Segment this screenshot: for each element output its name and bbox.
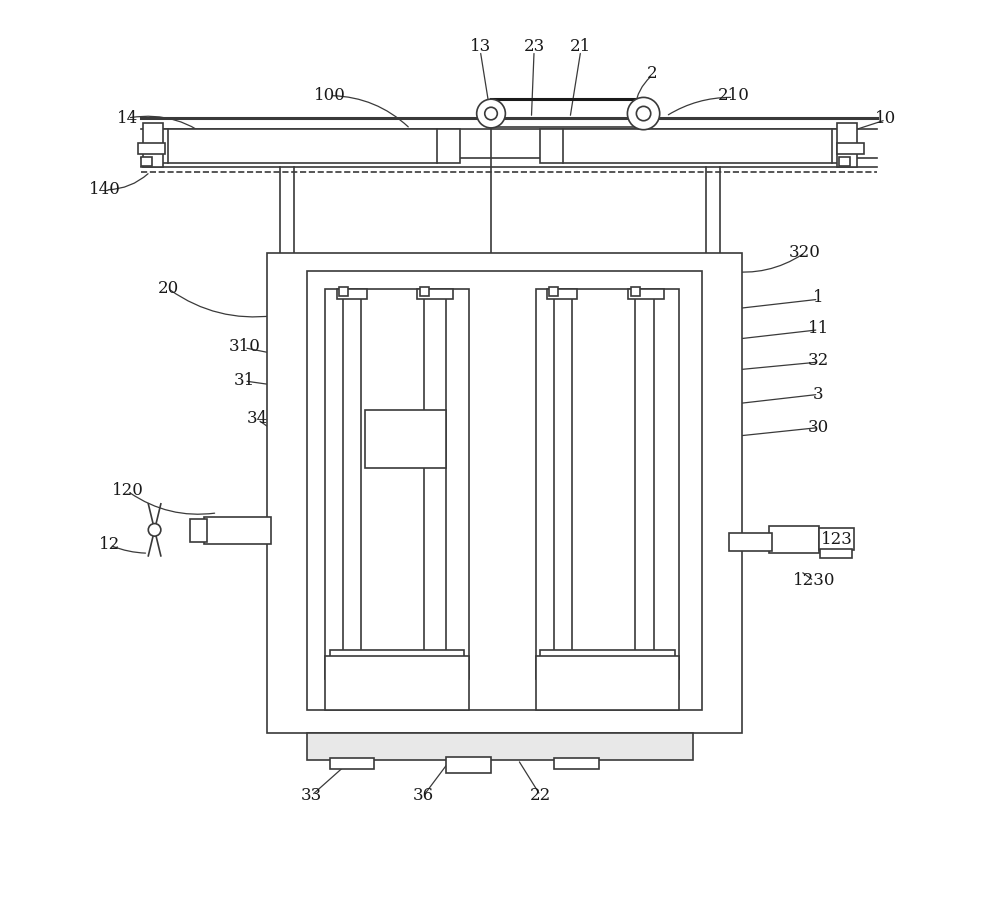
Circle shape: [636, 106, 651, 121]
Bar: [540, 692, 675, 703]
Bar: [820, 549, 852, 558]
Bar: [628, 289, 664, 300]
Text: 32: 32: [808, 352, 829, 369]
Text: 10: 10: [875, 110, 896, 127]
Text: 33: 33: [301, 787, 322, 804]
Text: 120: 120: [112, 482, 144, 499]
Text: 22: 22: [530, 787, 551, 804]
Bar: [330, 650, 464, 672]
Bar: [417, 289, 453, 300]
Bar: [420, 287, 429, 296]
Text: 100: 100: [314, 87, 345, 104]
Circle shape: [477, 99, 505, 128]
Circle shape: [485, 107, 497, 120]
Bar: [339, 287, 348, 296]
Text: 21: 21: [570, 38, 591, 55]
Bar: [307, 733, 693, 760]
Bar: [837, 122, 857, 167]
Text: 310: 310: [228, 338, 260, 356]
Bar: [143, 122, 163, 167]
Circle shape: [148, 524, 161, 536]
Text: 140: 140: [89, 181, 121, 198]
Bar: [334, 672, 388, 692]
Bar: [545, 672, 599, 692]
Text: 320: 320: [789, 244, 821, 261]
Bar: [837, 143, 864, 154]
Text: 31: 31: [234, 372, 255, 389]
Bar: [549, 287, 558, 296]
Text: 1: 1: [813, 289, 824, 306]
Text: 36: 36: [413, 787, 434, 804]
Bar: [632, 113, 655, 120]
Text: 3: 3: [813, 386, 824, 403]
Bar: [204, 518, 271, 544]
Text: 2: 2: [647, 65, 658, 82]
Bar: [190, 519, 207, 542]
Bar: [325, 656, 469, 710]
Bar: [480, 113, 502, 120]
Bar: [608, 672, 661, 692]
Text: 14: 14: [117, 110, 138, 127]
Text: 20: 20: [157, 280, 179, 297]
Text: 1230: 1230: [793, 572, 835, 589]
Bar: [547, 289, 577, 300]
Bar: [540, 650, 675, 672]
Bar: [446, 757, 491, 773]
Bar: [729, 534, 772, 552]
Text: 12: 12: [99, 536, 120, 553]
Bar: [365, 410, 446, 468]
Bar: [631, 287, 640, 296]
Bar: [307, 271, 702, 710]
Bar: [839, 157, 850, 166]
Bar: [554, 758, 599, 769]
Text: 11: 11: [808, 320, 829, 338]
Bar: [267, 253, 742, 733]
Bar: [536, 656, 679, 710]
Bar: [141, 157, 152, 166]
Text: 23: 23: [523, 38, 545, 55]
Text: 123: 123: [821, 531, 852, 548]
Bar: [819, 528, 854, 551]
Text: 210: 210: [717, 87, 749, 104]
Bar: [769, 526, 819, 554]
Bar: [397, 672, 451, 692]
Bar: [330, 758, 374, 769]
Bar: [146, 129, 460, 163]
Bar: [540, 129, 854, 163]
Text: 30: 30: [808, 419, 829, 436]
Bar: [536, 289, 679, 679]
Bar: [330, 692, 464, 703]
Bar: [337, 289, 367, 300]
Bar: [138, 143, 165, 154]
Bar: [325, 289, 469, 679]
Text: 34: 34: [247, 410, 268, 428]
Text: 13: 13: [470, 38, 491, 55]
Circle shape: [627, 97, 660, 130]
